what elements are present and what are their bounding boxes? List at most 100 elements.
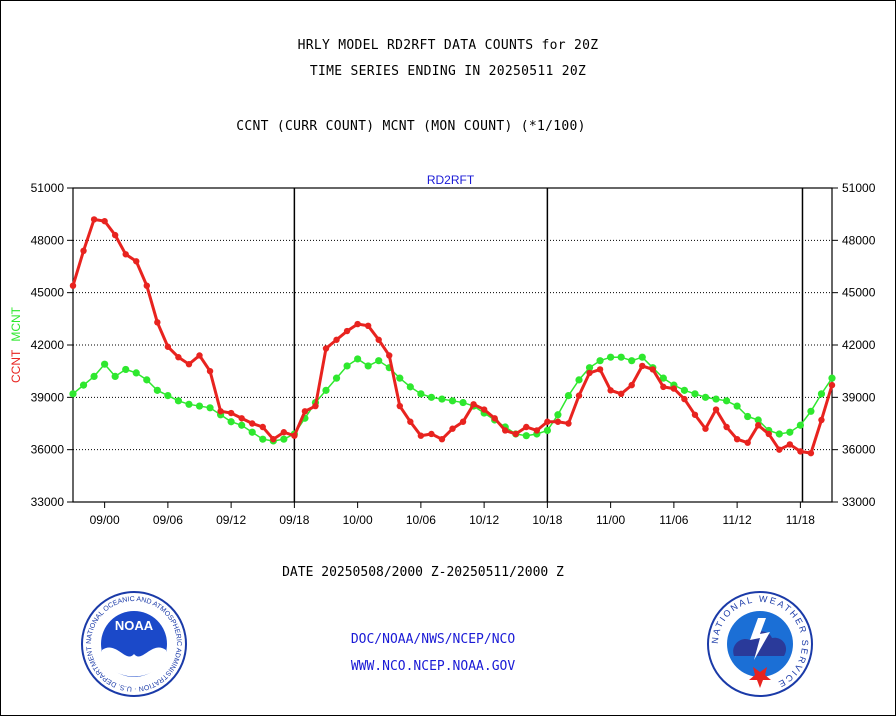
point-ccnt [449,425,456,432]
y-tick-label-right: 51000 [842,181,876,195]
point-mcnt [817,390,826,398]
x-tick-label: 11/00 [596,513,625,527]
point-ccnt [681,395,688,403]
plot-frame [72,187,833,503]
y-tick-label-left: 45000 [31,286,65,300]
point-ccnt [733,436,741,443]
point-mcnt [775,430,783,438]
point-mcnt [248,428,256,436]
point-mcnt [691,390,699,398]
point-ccnt [438,436,446,443]
point-ccnt [312,402,319,410]
point-mcnt [396,374,404,382]
point-ccnt [828,381,836,389]
point-mcnt [238,421,246,429]
x-tick-label: 09/06 [153,513,183,527]
point-ccnt [596,366,604,373]
point-mcnt [712,395,720,403]
y-tick-label-left: 48000 [31,233,65,247]
axes-layer [67,187,838,508]
point-ccnt [818,416,825,424]
point-ccnt [301,408,309,415]
point-ccnt [712,406,720,413]
point-ccnt [101,217,108,225]
point-mcnt [659,374,667,382]
point-ccnt [807,449,815,457]
noaa-logo-text: NOAA [115,618,154,633]
y-tick-label-right: 48000 [842,233,876,247]
point-ccnt [470,401,477,408]
series-line-ccnt [71,217,834,455]
point-mcnt [596,357,604,365]
point-ccnt [407,418,414,425]
point-ccnt [639,362,646,370]
point-ccnt [364,322,372,330]
point-ccnt [238,415,245,422]
point-ccnt [417,432,425,439]
point-mcnt [174,397,183,405]
point-ccnt [628,381,635,389]
x-tick-label: 11/18 [786,513,815,527]
point-ccnt [185,360,193,368]
y-tick-label-left: 42000 [31,338,65,352]
point-mcnt [354,355,362,363]
point-ccnt [617,390,625,398]
y-tick-label-right: 33000 [842,495,876,509]
x-tick-label: 10/18 [532,513,562,527]
point-mcnt [733,402,741,410]
point-ccnt [744,439,751,446]
y-tick-label-right: 36000 [842,443,876,457]
labels-layer: 33000 33000 36000 36000 39000 39000 42000 42000… [9,173,876,527]
point-mcnt [448,397,457,405]
point-ccnt [80,247,87,254]
point-mcnt [343,362,351,370]
chart-subtitle: CCNT (CURR COUNT) MCNT (MON COUNT) (*1/1… [236,119,586,134]
point-ccnt [206,367,214,375]
point-mcnt [227,418,235,426]
x-tick-label: 09/12 [216,513,246,527]
point-ccnt [554,418,562,425]
point-ccnt [154,319,161,326]
point-mcnt [322,386,330,394]
point-mcnt [722,397,731,405]
y-tick-label-right: 45000 [842,286,876,300]
point-mcnt [564,391,573,400]
point-ccnt [649,366,656,373]
point-mcnt [406,383,414,391]
x-tick-label: 11/06 [659,513,688,527]
grid-layer [73,187,832,502]
point-ccnt [702,425,709,432]
point-mcnt [617,353,625,361]
point-ccnt [249,420,256,427]
point-mcnt [153,386,161,394]
x-tick-label: 09/00 [90,513,120,527]
point-ccnt [280,429,288,436]
point-mcnt [554,411,562,419]
point-ccnt [755,422,762,429]
y-axis-label-ccnt: CCNT [9,349,23,383]
x-tick-label: 10/06 [406,513,436,527]
point-mcnt [680,386,689,394]
point-mcnt [364,362,372,370]
point-ccnt [291,432,298,439]
nws-logo: NATIONAL WEATHER SERVICE [707,591,813,697]
x-tick-label: 11/12 [723,513,752,527]
point-mcnt [543,426,551,435]
point-mcnt [786,428,794,436]
point-ccnt [797,448,804,455]
series-layer [69,216,836,457]
y-axis-label-mcnt: MCNT [9,306,23,341]
point-mcnt [754,416,762,424]
point-mcnt [701,393,710,401]
point-ccnt [575,392,583,399]
point-ccnt [533,427,541,434]
point-mcnt [807,407,815,415]
org-url-link[interactable]: WWW.NCO.NCEP.NOAA.GOV [350,659,516,674]
point-mcnt [143,376,151,384]
y-tick-label-left: 51000 [31,181,65,195]
point-ccnt [491,415,498,422]
point-mcnt [101,360,109,368]
point-mcnt [585,364,594,372]
point-ccnt [259,423,266,431]
